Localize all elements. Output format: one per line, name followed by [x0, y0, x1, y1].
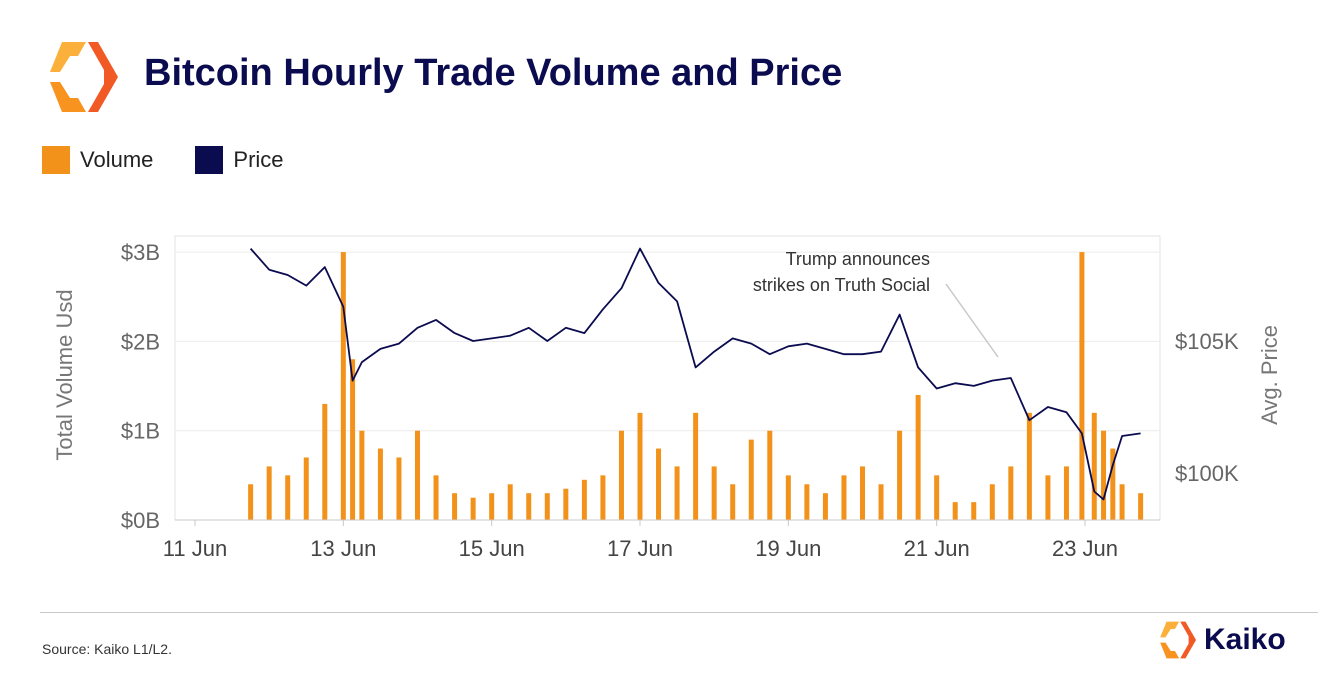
volume-bar	[804, 484, 810, 520]
y-left-tick-label: $2B	[121, 329, 160, 354]
volume-bar	[878, 484, 884, 520]
volume-bar	[748, 439, 754, 520]
volume-bar	[581, 479, 587, 520]
volume-bar	[674, 466, 680, 520]
volume-bar	[860, 466, 865, 520]
price-line	[249, 247, 1141, 501]
volume-bar	[266, 466, 272, 520]
volume-bar	[1119, 484, 1125, 520]
volume-bar	[971, 502, 977, 520]
volume-bar	[544, 493, 550, 520]
y-left-axis-label: Total Volume Usd	[52, 289, 77, 460]
y-right-axis-label: Avg. Price	[1257, 325, 1282, 425]
volume-bar	[350, 359, 356, 520]
volume-bar	[396, 457, 402, 520]
volume-bar	[489, 493, 495, 520]
volume-bar	[303, 457, 309, 520]
brand-name: Kaiko	[1204, 623, 1286, 656]
legend-item-volume: Volume	[42, 146, 153, 174]
x-tick-label: 19 Jun	[755, 536, 821, 561]
legend-volume-label: Volume	[80, 147, 154, 172]
price-swatch	[195, 146, 224, 174]
volume-bar	[897, 430, 903, 520]
volume-bar	[1079, 252, 1085, 520]
volume-bar	[285, 475, 291, 520]
volume-bar	[656, 448, 662, 520]
annotation-line-1: Trump announces	[786, 249, 930, 269]
kaiko-brand-icon	[1160, 621, 1196, 659]
volume-bar	[248, 484, 254, 520]
volume-bar	[1101, 430, 1107, 520]
volume-bar	[415, 430, 420, 520]
volume-bar	[507, 484, 513, 520]
volume-bar	[340, 252, 346, 520]
kaiko-logo-icon	[50, 42, 118, 112]
volume-bar	[526, 493, 532, 520]
volume-bar	[377, 448, 383, 520]
volume-bar	[934, 475, 940, 520]
x-tick-label: 15 Jun	[459, 536, 525, 561]
volume-bar	[1008, 466, 1014, 520]
volume-bar	[1091, 412, 1097, 520]
volume-bar	[618, 430, 624, 520]
volume-bar	[470, 497, 476, 520]
volume-bar	[1045, 475, 1051, 520]
volume-bar	[915, 394, 921, 520]
x-tick-label: 13 Jun	[310, 536, 376, 561]
volume-bar	[952, 502, 958, 520]
volume-bar	[1026, 412, 1032, 520]
volume-price-chart: $0B $1B $2B $3B $100K $105K 11 Jun 13 Jun 15 Jun…	[52, 235, 1282, 561]
volume-swatch	[42, 146, 70, 174]
y-left-tick-label: $3B	[121, 240, 160, 265]
x-tick-label: 21 Jun	[904, 536, 970, 561]
footer-divider	[40, 612, 1318, 613]
volume-bar	[452, 493, 458, 520]
volume-bar	[989, 484, 995, 520]
volume-bar	[1110, 448, 1116, 520]
y-right-tick-label: $100K	[1175, 461, 1239, 486]
volume-bar	[1138, 493, 1144, 520]
y-left-tick-label: $1B	[121, 419, 160, 444]
volume-bar	[841, 475, 847, 520]
volume-bar	[822, 493, 828, 520]
annotation-leader-line	[945, 283, 999, 358]
y-right-tick-label: $105K	[1175, 329, 1239, 354]
volume-bar	[785, 475, 791, 520]
x-tick-label: 17 Jun	[607, 536, 673, 561]
annotation-line-2: strikes on Truth Social	[753, 275, 930, 295]
source-note: Source: Kaiko L1/L2.	[42, 641, 172, 657]
volume-bar	[600, 475, 606, 520]
volume-bar	[730, 484, 736, 520]
legend-item-price: Price	[195, 146, 284, 174]
chart-title: Bitcoin Hourly Trade Volume and Price	[144, 52, 843, 94]
volume-bar	[563, 488, 569, 520]
legend: Volume Price	[42, 146, 326, 174]
legend-price-label: Price	[233, 147, 284, 172]
x-tick-label: 11 Jun	[163, 536, 227, 561]
volume-bar	[322, 403, 328, 520]
x-tick-label: 23 Jun	[1052, 536, 1118, 561]
volume-bars	[248, 252, 1144, 520]
volume-bar	[693, 412, 699, 520]
volume-bar	[767, 430, 773, 520]
brand: Kaiko	[1156, 620, 1286, 660]
volume-bar	[1063, 466, 1069, 520]
volume-bar	[711, 466, 717, 520]
y-left-tick-label: $0B	[121, 508, 160, 533]
volume-bar	[359, 430, 365, 520]
volume-bar	[433, 475, 439, 520]
volume-bar	[637, 412, 643, 520]
axes: $0B $1B $2B $3B $100K $105K 11 Jun 13 Jun 15 Jun…	[121, 240, 1239, 561]
